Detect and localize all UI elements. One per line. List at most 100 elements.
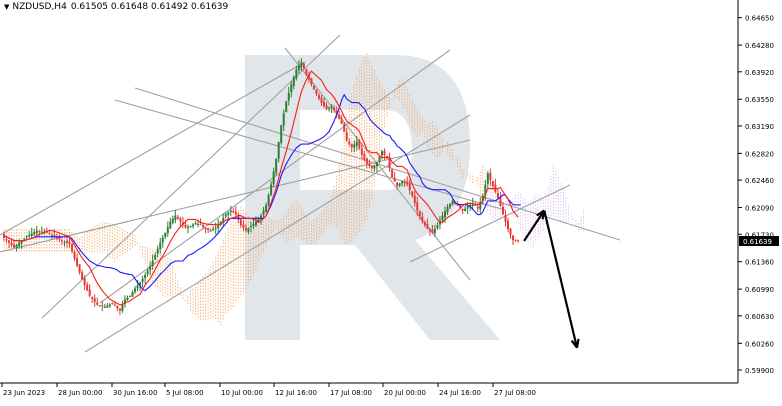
- watermark-logo: [245, 55, 500, 340]
- symbol-label: NZDUSD,H4: [12, 2, 67, 12]
- candle-body: [106, 305, 109, 308]
- candle-body: [66, 240, 68, 243]
- candle-body: [501, 206, 504, 215]
- trendline[interactable]: [114, 99, 506, 211]
- trendline[interactable]: [0, 139, 471, 253]
- candle-body: [345, 132, 348, 141]
- candle-body: [249, 226, 252, 228]
- candle-body: [282, 113, 285, 126]
- candle-body: [192, 224, 194, 227]
- candle-body: [431, 229, 434, 233]
- candle-body: [136, 285, 139, 289]
- y-tick-label: 0.63550: [745, 96, 774, 104]
- x-tick-label: 5 Jul 08:00: [166, 389, 204, 397]
- candle-body: [10, 242, 13, 246]
- time-axis[interactable]: 23 Jun 2023 28 Jun 00:00 30 Jun 16:00 5 Jul…: [1, 383, 536, 397]
- candle-body: [285, 101, 288, 113]
- candle-body: [113, 304, 116, 306]
- candle-body: [441, 215, 444, 220]
- candle-body: [154, 255, 157, 260]
- candle-body: [290, 84, 293, 93]
- candle-body: [391, 169, 394, 178]
- candle-body: [18, 242, 21, 247]
- candle-body: [88, 289, 91, 296]
- chart-header: ▼ NZDUSD,H4 0.61505 0.61648 0.61492 0.6163…: [4, 2, 228, 12]
- candle-body: [428, 229, 431, 231]
- candle-body: [398, 183, 401, 186]
- candle-body: [280, 125, 283, 144]
- candle-body: [507, 220, 509, 230]
- trendline[interactable]: [99, 49, 451, 304]
- candle-body: [197, 223, 200, 225]
- candle-body: [126, 297, 129, 301]
- candle-body: [275, 158, 278, 173]
- trendline[interactable]: [0, 61, 306, 236]
- candle-body: [212, 229, 215, 231]
- candle-body: [78, 264, 81, 273]
- candle-body: [433, 229, 436, 234]
- candle-body: [71, 243, 74, 252]
- candle-body: [194, 223, 197, 225]
- candle-body: [446, 206, 449, 213]
- candle-body: [383, 150, 386, 155]
- current-price-label: 0.61639: [743, 238, 772, 246]
- candle-body: [277, 141, 280, 159]
- forecast-arrows: [523, 209, 580, 349]
- candle-body: [227, 212, 230, 215]
- collapse-triangle-icon[interactable]: ▼: [4, 3, 10, 11]
- candle-body: [8, 240, 11, 243]
- candle-body: [373, 165, 376, 169]
- candle-body: [35, 230, 38, 234]
- current-price-tag: 0.61639: [739, 236, 779, 247]
- candle-body: [101, 305, 104, 307]
- y-tick-label: 0.63920: [745, 69, 774, 77]
- candle-body: [514, 239, 517, 241]
- candle-body: [295, 69, 298, 79]
- trendline[interactable]: [409, 184, 571, 263]
- candle-body: [33, 232, 36, 235]
- candle-body: [161, 237, 164, 243]
- y-tick-label: 0.60630: [745, 313, 774, 321]
- candle-body: [176, 217, 179, 219]
- candle-body: [413, 195, 416, 204]
- candle-body: [15, 245, 18, 248]
- candle-body: [83, 278, 86, 285]
- candle-body: [131, 292, 134, 297]
- candle-body: [214, 227, 217, 229]
- candle-body: [28, 234, 31, 237]
- candle-body: [116, 305, 119, 309]
- candle-body: [91, 297, 94, 299]
- x-tick-label: 12 Jul 16:00: [275, 389, 317, 397]
- candle-body: [476, 206, 479, 209]
- price-axis[interactable]: 0.64650 0.64280 0.63920 0.63550 0.63190 0.628…: [738, 15, 774, 375]
- x-tick-label: 27 Jul 08:00: [494, 389, 536, 397]
- candle-body: [174, 215, 177, 221]
- candle-body: [40, 231, 43, 233]
- candle-body: [123, 299, 126, 304]
- current-price-box: [739, 236, 779, 247]
- candle-body: [381, 151, 383, 156]
- candle-body: [98, 305, 101, 307]
- indicator-lines: [3, 70, 521, 306]
- candle-body: [486, 173, 489, 184]
- candle-body: [464, 208, 467, 212]
- candle-body: [239, 219, 242, 226]
- x-tick-label: 24 Jul 16:00: [439, 389, 481, 397]
- y-tick-label: 0.63190: [745, 123, 774, 131]
- candle-body: [164, 232, 167, 237]
- candle-body: [297, 65, 300, 71]
- candle-body: [418, 211, 421, 217]
- candle-body: [358, 140, 361, 149]
- candle-body: [184, 224, 187, 228]
- candle-body: [509, 228, 512, 235]
- candle-body: [45, 231, 48, 233]
- candle-body: [302, 63, 305, 69]
- candle-body: [305, 68, 308, 75]
- candle-body: [5, 239, 8, 241]
- candle-body: [159, 242, 162, 250]
- candle-body: [204, 228, 207, 230]
- y-tick-label: 0.61730: [745, 231, 774, 239]
- candle-body: [340, 119, 343, 124]
- candle-body: [247, 228, 250, 232]
